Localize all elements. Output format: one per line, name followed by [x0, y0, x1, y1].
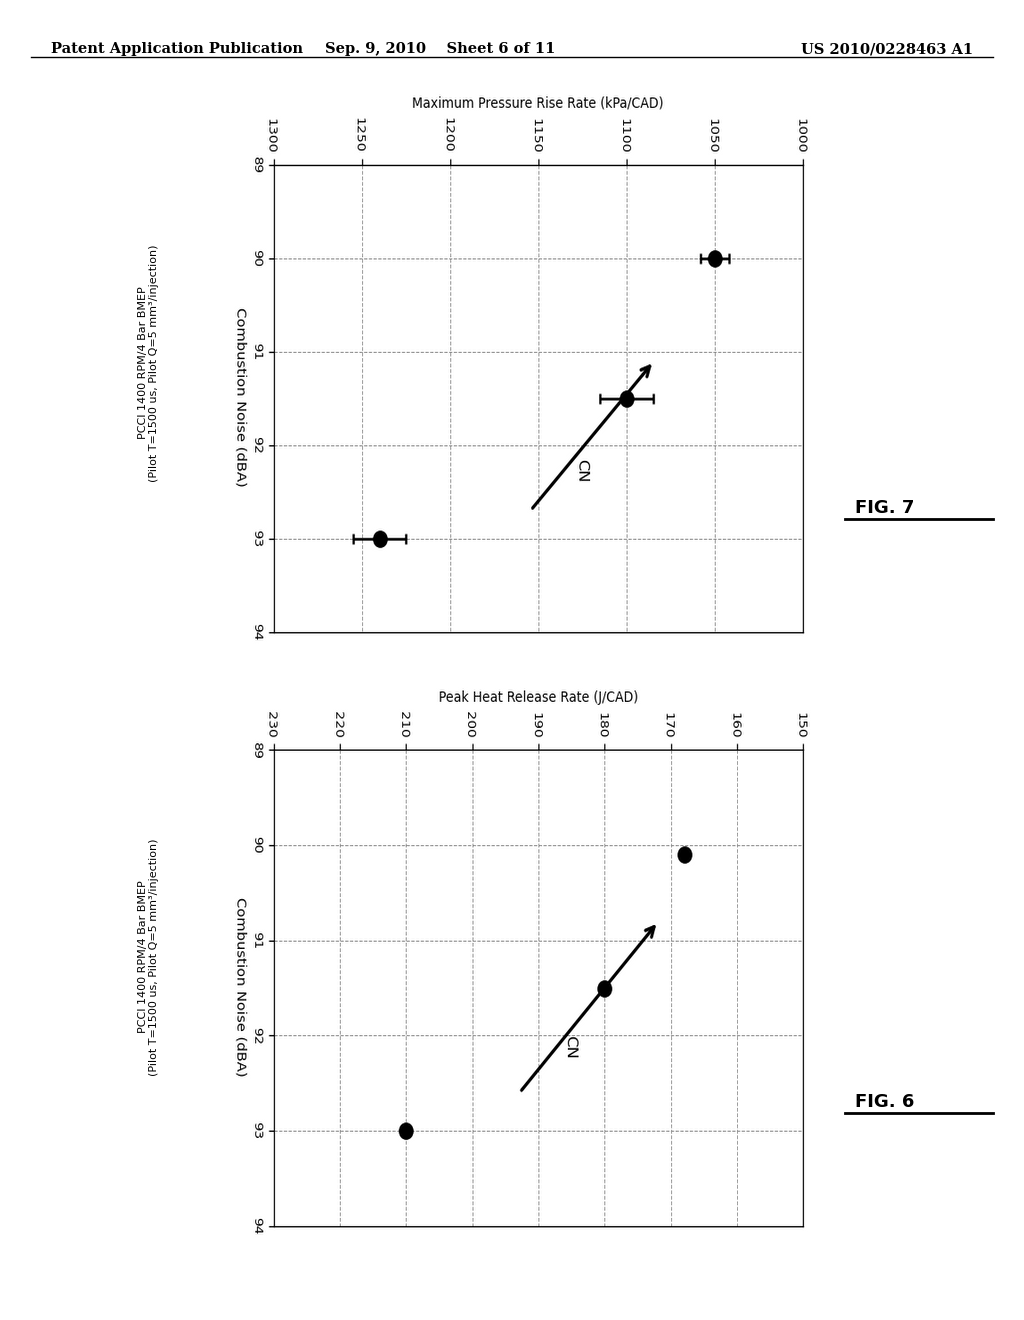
Text: Patent Application Publication: Patent Application Publication — [51, 42, 303, 57]
Text: FIG. 7: FIG. 7 — [855, 499, 914, 517]
Text: PCCI 1400 RPM/4 Bar BMEP
(Pilot T=1500 us, Pilot Q=5 mm³/injection): PCCI 1400 RPM/4 Bar BMEP (Pilot T=1500 u… — [137, 244, 160, 482]
Text: US 2010/0228463 A1: US 2010/0228463 A1 — [801, 42, 973, 57]
Text: FIG. 6: FIG. 6 — [855, 1093, 914, 1111]
Text: Sep. 9, 2010    Sheet 6 of 11: Sep. 9, 2010 Sheet 6 of 11 — [326, 42, 555, 57]
Text: PCCI 1400 RPM/4 Bar BMEP
(Pilot T=1500 us, Pilot Q=5 mm³/injection): PCCI 1400 RPM/4 Bar BMEP (Pilot T=1500 u… — [137, 838, 160, 1076]
